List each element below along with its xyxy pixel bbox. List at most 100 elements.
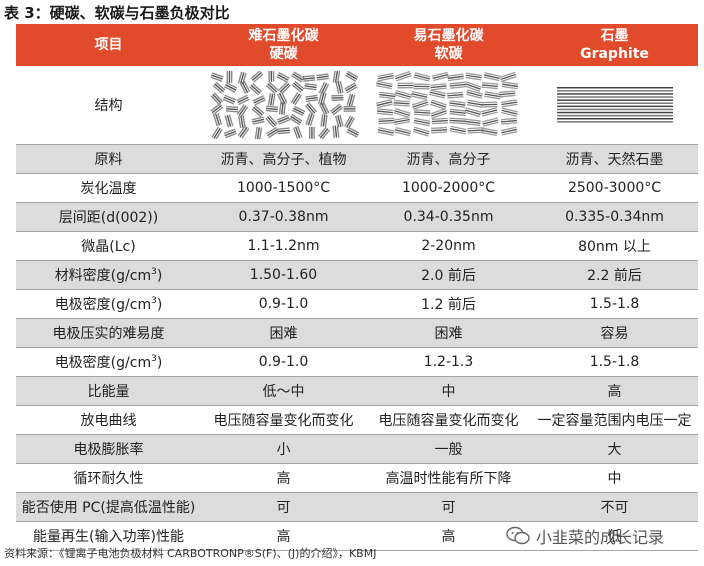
- hard-carbon-cell: 高: [201, 521, 366, 551]
- row-label: 电极密度(g/cm3): [16, 289, 201, 319]
- soft-carbon-cell: 一般: [366, 434, 531, 464]
- header-soft-carbon-line1: 易石墨化碳: [413, 28, 484, 44]
- hard-carbon-cell: 1000-1500°C: [201, 173, 366, 203]
- hard-carbon-structure-cell: [201, 66, 366, 145]
- graphite-cell: 0.335-0.34nm: [531, 202, 698, 232]
- row-label: 循环耐久性: [16, 463, 201, 493]
- soft-carbon-cell: 1.2-1.3: [366, 347, 531, 377]
- structure-row: 结构: [16, 66, 698, 145]
- row-label-text: 层间距(d(002)): [58, 209, 159, 226]
- row-label-text: 电极压实的难易度: [52, 325, 165, 342]
- row-label: 电极密度(g/cm3): [16, 347, 201, 377]
- graphite-cell: 中: [531, 463, 698, 493]
- table-row: 比能量 低～中中高: [16, 376, 698, 406]
- row-label: 电极膨胀率: [16, 434, 201, 464]
- graphite-cell: 一定容量范围内电压一定: [531, 405, 698, 435]
- graphite-cell: 2.2 前后: [531, 260, 698, 290]
- header-hard-carbon: 难石墨化碳 硬碳: [201, 24, 366, 66]
- table-row: 能量再生(输入功率)性能高高低: [16, 521, 698, 551]
- header-graphite-line2: Graphite: [580, 46, 649, 62]
- table-row: 电极密度(g/cm3) 0.9-1.0 1.2 前后 1.5-1.8: [16, 289, 698, 319]
- row-label-text: 比能量: [87, 383, 130, 400]
- table-row: 放电曲线 电压随容量变化而变化 电压随容量变化而变化 一定容量范围内电压一定: [16, 405, 698, 435]
- hard-carbon-cell: 0.9-1.0: [201, 347, 366, 377]
- soft-carbon-cell: 1000-2000°C: [366, 173, 531, 203]
- soft-carbon-cell: 电压随容量变化而变化: [366, 405, 531, 435]
- watermark-text: 小韭菜的成长记录: [536, 528, 665, 547]
- soft-carbon-cell: 可: [366, 492, 531, 522]
- row-label: 炭化温度: [16, 173, 201, 203]
- table-row: 循环耐久性 高高温时性能有所下降中: [16, 463, 698, 493]
- table-row: 微晶(Lc) 1.1-1.2nm 2-20nm 80nm 以上: [16, 231, 698, 261]
- hard-carbon-cell: 电压随容量变化而变化: [201, 405, 366, 435]
- soft-carbon-cell: 高: [366, 521, 531, 551]
- soft-carbon-cell: 困难: [366, 318, 531, 348]
- row-label-text: 放电曲线: [80, 412, 137, 429]
- row-label: 原料: [16, 144, 201, 174]
- row-label-text: 微晶(Lc): [81, 238, 136, 255]
- watermark: 小韭菜的成长记录: [506, 524, 664, 548]
- row-label: 比能量: [16, 376, 201, 406]
- hard-carbon-cell: 沥青、高分子、植物: [201, 144, 366, 174]
- row-label-text: 能否使用 PC(提高低温性能): [21, 499, 196, 516]
- graphite-cell: 容易: [531, 318, 698, 348]
- table-title: 表 3：硬碳、软碳与石墨负极对比: [4, 4, 230, 22]
- row-label-text: 原料: [94, 151, 123, 168]
- hard-carbon-cell: 0.37-0.38nm: [201, 202, 366, 232]
- graphite-structure-cell: [531, 66, 698, 145]
- header-soft-carbon: 易石墨化碳 软碳: [366, 24, 531, 66]
- row-label-text: 电极密度(g/cm: [54, 296, 152, 313]
- header-graphite-line1: 石墨: [600, 28, 629, 44]
- soft-carbon-cell: 0.34-0.35nm: [366, 202, 531, 232]
- table-row: 电极膨胀率 小一般大: [16, 434, 698, 464]
- soft-carbon-cell: 2-20nm: [366, 231, 531, 261]
- row-label: 微晶(Lc): [16, 231, 201, 261]
- row-label: 电极压实的难易度: [16, 318, 201, 348]
- row-label: 能量再生(输入功率)性能: [16, 521, 201, 551]
- graphite-structure-image: [556, 86, 673, 123]
- row-label-tail: ): [156, 354, 163, 371]
- source-note: 资料来源：《锂离子电池负极材料 CARBOTRONP®S(F)、(J)的介绍》，…: [4, 547, 377, 560]
- row-label-tail: ): [156, 267, 163, 284]
- table-row: 电极压实的难易度 困难 困难 容易: [16, 318, 698, 348]
- hard-carbon-cell: 可: [201, 492, 366, 522]
- comparison-table: 项目 难石墨化碳 硬碳 易石墨化碳 软碳 石墨 Graphite 结构: [16, 24, 698, 551]
- wechat-icon: [506, 526, 530, 545]
- row-label-text: 能量再生(输入功率)性能: [33, 528, 184, 545]
- row-label: 放电曲线: [16, 405, 201, 435]
- row-label: 层间距(d(002)): [16, 202, 201, 232]
- row-label-superscript: 3: [151, 295, 157, 306]
- soft-carbon-cell: 2.0 前后: [366, 260, 531, 290]
- header-soft-carbon-line2: 软碳: [434, 46, 463, 62]
- row-label-text: 循环耐久性: [73, 470, 144, 487]
- graphite-cell: 1.5-1.8: [531, 347, 698, 377]
- header-hard-carbon-line1: 难石墨化碳: [248, 28, 319, 44]
- table-row: 能否使用 PC(提高低温性能) 可可不可: [16, 492, 698, 522]
- hard-carbon-cell: 1.1-1.2nm: [201, 231, 366, 261]
- soft-carbon-cell: 1.2 前后: [366, 289, 531, 319]
- row-label-text: 材料密度(g/cm: [54, 267, 152, 284]
- graphite-cell: 大: [531, 434, 698, 464]
- table-row: 炭化温度 1000-1500°C 1000-2000°C 2500-3000°C: [16, 173, 698, 203]
- row-label-superscript: 3: [151, 353, 157, 364]
- graphite-cell: 低: [531, 521, 698, 551]
- row-label-superscript: 3: [151, 266, 157, 277]
- soft-carbon-structure-cell: [366, 66, 531, 145]
- soft-carbon-cell: 高温时性能有所下降: [366, 463, 531, 493]
- graphite-cell: 高: [531, 376, 698, 406]
- graphite-cell: 不可: [531, 492, 698, 522]
- header-hard-carbon-line2: 硬碳: [269, 46, 298, 62]
- row-label-text: 电极密度(g/cm: [54, 354, 152, 371]
- structure-label: 结构: [16, 66, 201, 145]
- row-label-text: 电极膨胀率: [73, 441, 144, 458]
- graphite-cell: 80nm 以上: [531, 231, 698, 261]
- graphite-cell: 沥青、天然石墨: [531, 144, 698, 174]
- row-label-text: 炭化温度: [80, 180, 137, 197]
- row-label: 材料密度(g/cm3): [16, 260, 201, 290]
- table-row: 层间距(d(002)) 0.37-0.38nm 0.34-0.35nm 0.335-0…: [16, 202, 698, 232]
- hard-carbon-cell: 高: [201, 463, 366, 493]
- header-item: 项目: [16, 24, 201, 66]
- hard-carbon-cell: 小: [201, 434, 366, 464]
- graphite-cell: 2500-3000°C: [531, 173, 698, 203]
- table-row: 电极密度(g/cm3) 0.9-1.0 1.2-1.3 1.5-1.8: [16, 347, 698, 377]
